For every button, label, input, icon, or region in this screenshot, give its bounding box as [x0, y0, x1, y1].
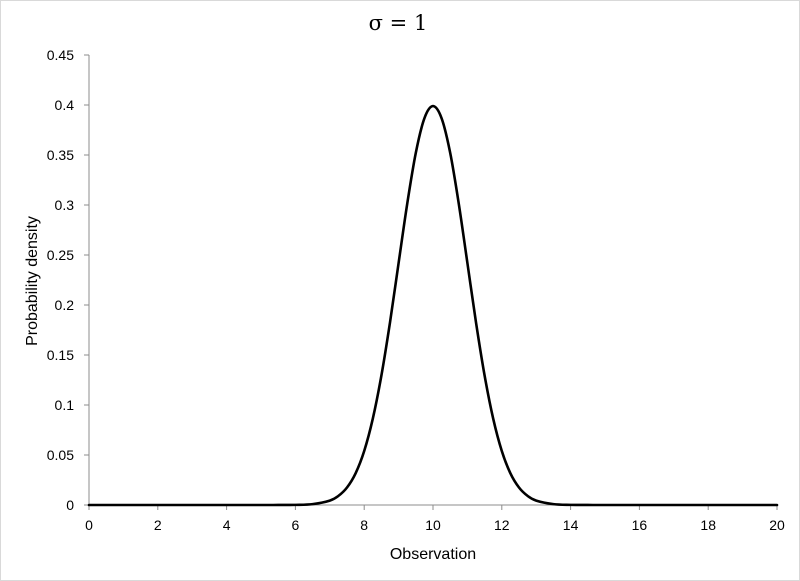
series-layer — [87, 104, 779, 507]
x-tick-label: 12 — [494, 517, 510, 533]
x-tick-label: 10 — [425, 517, 441, 533]
y-tick-label: 0.45 — [47, 47, 74, 63]
x-axis-title: Observation — [390, 546, 476, 563]
x-tick-label: 16 — [632, 517, 648, 533]
x-tick-label: 18 — [700, 517, 716, 533]
y-tick-label: 0.2 — [55, 297, 75, 313]
density-curve-line — [87, 104, 779, 507]
x-axis: 0 2 4 6 8 10 12 14 16 18 20 — [85, 504, 785, 533]
y-tick-label: 0.4 — [55, 97, 75, 113]
y-tick-label: 0.3 — [55, 197, 75, 213]
y-tick-label: 0.1 — [55, 397, 75, 413]
y-axis-title: Probability density — [24, 216, 41, 346]
x-tick-label: 20 — [769, 517, 785, 533]
chart-title: σ = 1 — [369, 11, 428, 35]
x-tick-label: 2 — [154, 517, 162, 533]
y-tick-label: 0.05 — [47, 447, 74, 463]
x-tick-label: 8 — [360, 517, 368, 533]
y-tick-label: 0.15 — [47, 347, 74, 363]
y-tick-label: 0.35 — [47, 147, 74, 163]
y-tick-label: 0.25 — [47, 247, 74, 263]
x-tick-label: 0 — [85, 517, 93, 533]
x-tick-label: 6 — [292, 517, 300, 533]
x-tick-label: 4 — [223, 517, 231, 533]
y-tick-label: 0 — [66, 497, 74, 513]
y-axis: 0 0.05 0.1 0.15 0.2 0.25 0.3 0.35 0.4 0.45 — [47, 47, 90, 513]
x-tick-label: 14 — [563, 517, 579, 533]
